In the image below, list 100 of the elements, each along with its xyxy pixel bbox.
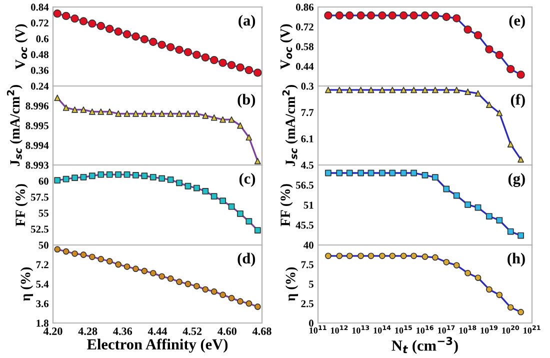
- x-tick-label: 10$^{13}$: [352, 325, 370, 334]
- y-tick-label: 0.3: [301, 82, 314, 90]
- point: [210, 114, 218, 121]
- point: [518, 156, 524, 163]
- y-tick-label: 0.48: [31, 51, 48, 58]
- y-tick-label: 4.5: [300, 162, 314, 169]
- point: [193, 110, 200, 117]
- y-tick-label: 0.6: [36, 35, 49, 42]
- point: [80, 106, 87, 113]
- x-tick-label: 4.20: [43, 327, 62, 336]
- point: [72, 106, 78, 113]
- point: [228, 116, 235, 123]
- y-tick-label: 0.36: [31, 66, 49, 74]
- annotation: (h): [508, 252, 525, 267]
- annotation: (b): [238, 94, 256, 108]
- x-tick-label: 10$^{15}$: [395, 325, 412, 334]
- y-tick-label: 0.84: [31, 4, 49, 11]
- x-tick-label: 10$^{14}$: [374, 325, 391, 334]
- point: [141, 110, 148, 117]
- point: [158, 110, 166, 117]
- x-axis-title: Electron Affinity (eV): [87, 338, 228, 353]
- point: [410, 86, 418, 94]
- y-tick-label: 7.2: [36, 261, 48, 268]
- x-tick-label: 10$^{17}$: [438, 325, 455, 334]
- point: [176, 110, 182, 117]
- y-axis-title: η (%): [20, 267, 34, 302]
- point: [389, 86, 396, 94]
- point: [220, 116, 226, 123]
- y-tick-label: 56.5: [296, 182, 314, 189]
- x-tick-label: 4.60: [218, 327, 236, 336]
- x-tick-label: 4.68: [252, 327, 272, 336]
- point: [346, 86, 353, 94]
- y-tick-label: 7.7: [301, 109, 314, 116]
- point: [184, 110, 192, 117]
- x-tick-label: 4.28: [78, 327, 98, 336]
- point: [254, 158, 261, 164]
- x-tick-label: 10$^{16}$: [416, 325, 434, 334]
- x-tick-label: 4.36: [113, 328, 132, 336]
- y-tick-label: 0.72: [31, 19, 48, 27]
- y-tick-label: 57.5: [31, 194, 48, 201]
- point: [507, 141, 514, 148]
- point: [115, 110, 122, 117]
- x-tick-label: 4.52: [182, 328, 202, 336]
- y-tick-label: 8.994: [26, 142, 49, 150]
- annotation: (c): [239, 173, 256, 187]
- y-axis-title: η (%): [285, 267, 298, 302]
- y-tick-label: 2.5: [301, 300, 314, 308]
- point: [202, 112, 209, 119]
- y-tick-label: 5.4: [36, 280, 49, 288]
- y-tick-label: 8.993: [26, 162, 48, 169]
- point: [62, 104, 70, 111]
- y-tick-label: 0.44: [296, 62, 314, 70]
- y-tick-label: 50: [38, 242, 48, 249]
- y-tick-label: 8.995: [26, 122, 48, 130]
- x-tick-label: 10$^{21}$: [524, 325, 540, 334]
- point: [167, 110, 174, 117]
- y-tick-label: 8.996: [26, 102, 49, 110]
- y-tick-label: 1.8: [36, 320, 48, 327]
- y-axis-title: FF (%): [280, 184, 293, 226]
- x-axis-title: N$_{t}$ (cm$^{−3}$): [392, 336, 458, 354]
- point: [98, 108, 104, 115]
- point: [453, 86, 460, 94]
- y-axis-title: J$_{sc}$ (mA/cm$^{2}$): [282, 85, 298, 166]
- point: [336, 86, 343, 94]
- point: [124, 110, 130, 117]
- point: [150, 110, 156, 117]
- x-tick-label: 10$^{12}$: [331, 325, 348, 334]
- y-tick-label: 6.1: [301, 135, 314, 142]
- x-tick-label: 10$^{20}$: [502, 325, 520, 334]
- y-axis-title: FF (%): [15, 184, 28, 226]
- y-tick-label: 3.6: [36, 300, 49, 308]
- x-tick-label: 10$^{18}$: [459, 325, 476, 334]
- y-tick-label: 0.24: [31, 82, 49, 90]
- y-tick-label: 5: [309, 280, 314, 288]
- annotation: (f): [510, 94, 525, 108]
- y-tick-label: 0: [309, 320, 314, 327]
- y-axis-title: V$_{oc}$ (V): [15, 24, 28, 70]
- y-tick-label: 7.5: [301, 261, 314, 268]
- y-axis-title: V$_{oc}$ (V): [280, 24, 293, 70]
- x-tick-label: 4.44: [148, 328, 168, 336]
- y-tick-label: 55: [38, 210, 48, 217]
- point: [400, 86, 407, 94]
- y-tick-label: 0.58: [296, 43, 314, 50]
- point: [106, 108, 113, 115]
- y-tick-label: 0.86: [296, 4, 314, 11]
- point: [443, 86, 450, 94]
- y-tick-label: 60: [38, 178, 48, 185]
- point: [432, 86, 438, 94]
- x-tick-label: 10$^{11}$: [310, 325, 326, 334]
- point: [54, 94, 61, 102]
- point: [325, 86, 332, 94]
- point: [496, 110, 503, 116]
- x-tick-label: 10$^{19}$: [480, 325, 498, 334]
- y-tick-label: 45.5: [296, 222, 314, 229]
- point: [246, 134, 252, 141]
- point: [132, 110, 139, 117]
- annotation: (e): [509, 14, 525, 29]
- point: [422, 86, 428, 94]
- annotation: (d): [238, 252, 256, 267]
- y-tick-label: 40: [304, 242, 314, 249]
